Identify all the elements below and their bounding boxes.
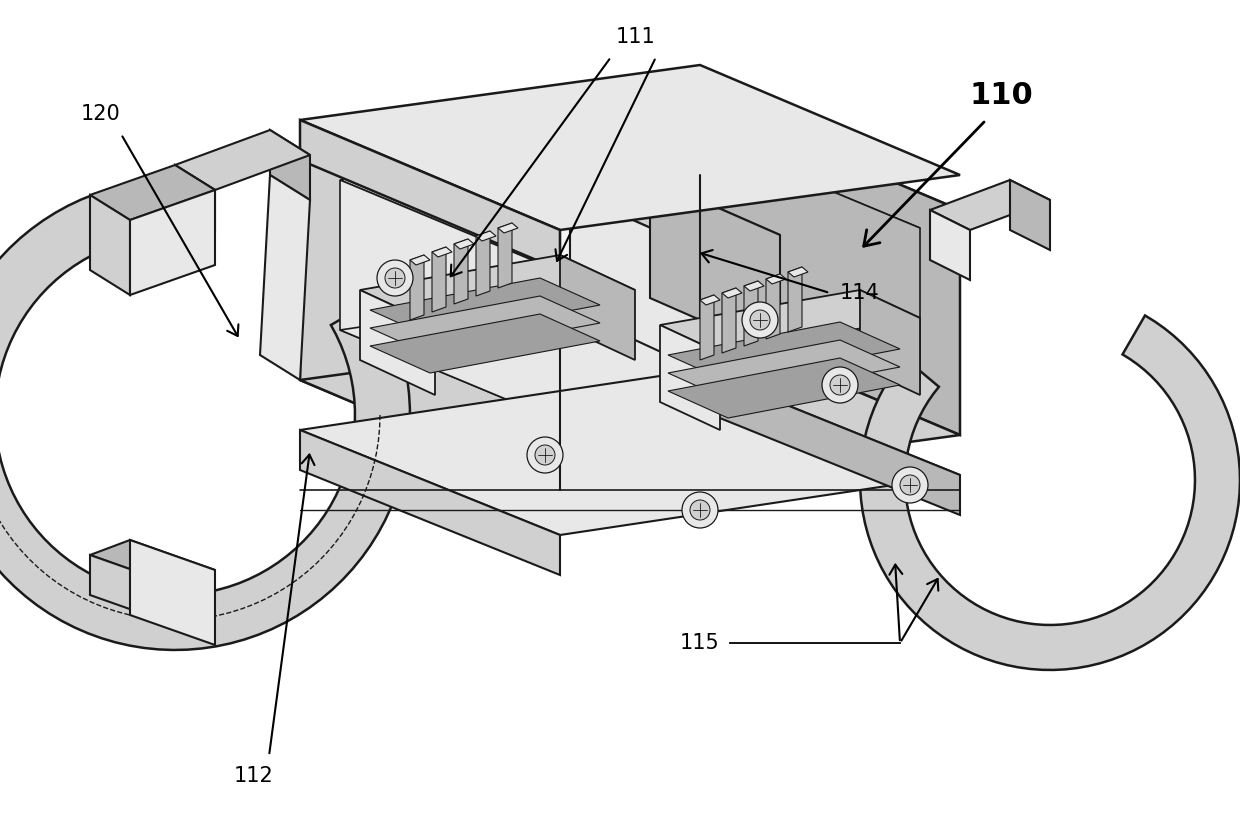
Circle shape: [900, 475, 920, 495]
Polygon shape: [701, 295, 720, 305]
Polygon shape: [130, 190, 215, 295]
Polygon shape: [300, 65, 960, 230]
Polygon shape: [340, 180, 580, 430]
Polygon shape: [722, 288, 742, 298]
Circle shape: [830, 375, 849, 395]
Polygon shape: [300, 370, 960, 535]
Polygon shape: [340, 280, 920, 430]
Polygon shape: [454, 239, 467, 304]
Polygon shape: [570, 192, 701, 370]
Polygon shape: [410, 255, 424, 320]
Polygon shape: [668, 358, 900, 418]
Polygon shape: [476, 231, 490, 296]
Circle shape: [742, 302, 777, 338]
Polygon shape: [744, 281, 764, 291]
Text: 120: 120: [81, 104, 120, 124]
Polygon shape: [476, 231, 496, 241]
Polygon shape: [650, 178, 780, 355]
Polygon shape: [668, 322, 900, 382]
Polygon shape: [410, 255, 430, 265]
Polygon shape: [701, 295, 714, 360]
Polygon shape: [861, 290, 920, 395]
Polygon shape: [300, 325, 960, 490]
Polygon shape: [300, 430, 560, 575]
Polygon shape: [930, 180, 1050, 230]
Circle shape: [377, 260, 413, 296]
Polygon shape: [91, 540, 215, 585]
Circle shape: [750, 310, 770, 330]
Polygon shape: [300, 100, 960, 265]
Polygon shape: [930, 210, 970, 280]
Circle shape: [682, 492, 718, 528]
Polygon shape: [340, 128, 920, 280]
Polygon shape: [722, 288, 737, 353]
Polygon shape: [370, 278, 600, 337]
Polygon shape: [660, 325, 720, 430]
Text: 112: 112: [234, 766, 274, 786]
Polygon shape: [91, 195, 130, 295]
Polygon shape: [498, 223, 518, 233]
Polygon shape: [701, 100, 960, 435]
Polygon shape: [660, 290, 920, 353]
Text: 114: 114: [839, 283, 879, 303]
Polygon shape: [744, 281, 758, 346]
Polygon shape: [360, 290, 435, 395]
Polygon shape: [370, 314, 600, 373]
Polygon shape: [498, 223, 512, 288]
Polygon shape: [766, 274, 786, 284]
Polygon shape: [787, 267, 808, 277]
Text: 110: 110: [970, 81, 1033, 109]
Circle shape: [534, 445, 556, 465]
Polygon shape: [175, 130, 310, 190]
Circle shape: [892, 467, 928, 503]
Polygon shape: [787, 267, 802, 332]
Polygon shape: [270, 130, 310, 200]
Polygon shape: [360, 255, 635, 325]
Polygon shape: [91, 165, 215, 220]
Polygon shape: [1011, 180, 1050, 250]
Polygon shape: [861, 316, 1240, 670]
Polygon shape: [0, 194, 410, 650]
Polygon shape: [175, 165, 215, 230]
Polygon shape: [766, 274, 780, 339]
Polygon shape: [668, 340, 900, 400]
Polygon shape: [91, 555, 175, 625]
Polygon shape: [701, 370, 960, 515]
Polygon shape: [260, 175, 310, 380]
Polygon shape: [130, 540, 215, 645]
Polygon shape: [370, 296, 600, 355]
Circle shape: [527, 437, 563, 473]
Polygon shape: [300, 155, 560, 490]
Polygon shape: [680, 128, 920, 380]
Circle shape: [384, 268, 405, 288]
Polygon shape: [570, 178, 780, 250]
Circle shape: [689, 500, 711, 520]
Circle shape: [822, 367, 858, 403]
Polygon shape: [432, 247, 453, 257]
Polygon shape: [432, 247, 446, 312]
Text: 111: 111: [616, 27, 656, 47]
Polygon shape: [560, 255, 635, 360]
Polygon shape: [300, 120, 560, 270]
Polygon shape: [454, 239, 474, 249]
Text: 115: 115: [680, 633, 720, 653]
